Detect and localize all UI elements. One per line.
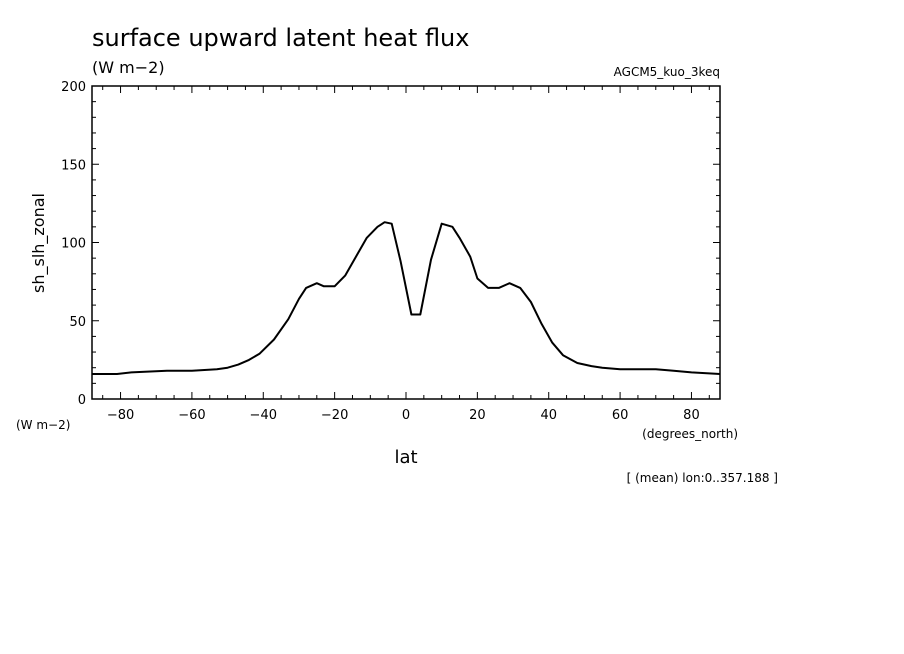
x-units-label: (degrees_north) <box>642 427 738 441</box>
axis-ticks <box>92 85 720 400</box>
y-axis-title: sh_slh_zonal <box>29 193 49 293</box>
x-tick-label: −60 <box>178 408 205 423</box>
chart-title: surface upward latent heat flux <box>92 24 469 52</box>
dataset-label: AGCM5_kuo_3keq <box>614 65 720 79</box>
y-tick-label: 50 <box>69 315 86 330</box>
x-axis-title: lat <box>394 447 417 468</box>
y-tick-label: 150 <box>61 158 86 173</box>
y-tick-label: 0 <box>78 393 86 408</box>
x-tick-label: 20 <box>469 408 486 423</box>
x-tick-label: 60 <box>612 408 629 423</box>
y-tick-labels: 0 50 100 150 200 <box>61 80 86 408</box>
y-units-label: (W m−2) <box>16 418 70 432</box>
series-line <box>92 221 721 375</box>
plot-frame <box>91 85 721 400</box>
x-tick-label: 40 <box>540 408 557 423</box>
x-tick-label: −20 <box>321 408 348 423</box>
x-tick-labels: −80 −60 −40 −20 0 20 40 60 80 <box>107 408 700 423</box>
x-tick-label: 80 <box>683 408 700 423</box>
x-tick-label: −40 <box>250 408 277 423</box>
chart-units: (W m−2) <box>92 58 165 77</box>
x-tick-label: 0 <box>402 408 410 423</box>
footnote: [ (mean) lon:0..357.188 ] <box>627 471 778 485</box>
y-tick-label: 100 <box>61 237 86 252</box>
y-tick-label: 200 <box>61 80 86 95</box>
x-tick-label: −80 <box>107 408 134 423</box>
